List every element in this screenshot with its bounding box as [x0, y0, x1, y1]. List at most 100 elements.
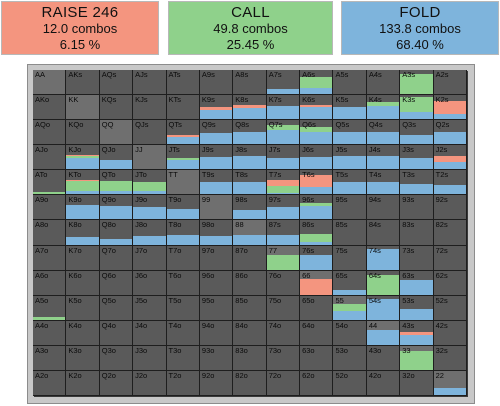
- hand-cell[interactable]: J2s: [433, 145, 467, 171]
- hand-cell[interactable]: 54s: [366, 295, 401, 321]
- hand-cell[interactable]: 88: [233, 220, 267, 246]
- hand-cell[interactable]: T6s: [300, 170, 334, 196]
- hand-cell[interactable]: T2o: [166, 370, 200, 396]
- hand-cell[interactable]: T7s: [266, 170, 301, 196]
- hand-cell[interactable]: QTo: [99, 170, 134, 196]
- hand-cell[interactable]: 97o: [199, 245, 234, 271]
- hand-cell[interactable]: K8o: [66, 220, 100, 246]
- hand-cell[interactable]: KTs: [166, 95, 200, 121]
- hand-cell[interactable]: K3s: [400, 95, 434, 121]
- hand-cell[interactable]: 84o: [233, 320, 267, 346]
- hand-cell[interactable]: 32o: [400, 370, 434, 396]
- hand-cell[interactable]: 87s: [266, 220, 301, 246]
- hand-cell[interactable]: 83o: [233, 345, 267, 371]
- hand-cell[interactable]: T2s: [433, 170, 467, 196]
- hand-cell[interactable]: J7o: [133, 245, 167, 271]
- hand-cell[interactable]: AQs: [99, 70, 134, 96]
- hand-cell[interactable]: 66: [300, 270, 334, 296]
- hand-cell[interactable]: AKs: [66, 70, 100, 96]
- hand-cell[interactable]: AQo: [33, 120, 67, 146]
- hand-cell[interactable]: QJs: [133, 120, 167, 146]
- hand-cell[interactable]: 86o: [233, 270, 267, 296]
- hand-cell[interactable]: T3s: [400, 170, 434, 196]
- hand-cell[interactable]: Q4s: [366, 120, 401, 146]
- hand-cell[interactable]: Q2o: [99, 370, 134, 396]
- hand-cell[interactable]: KTo: [66, 170, 100, 196]
- hand-cell[interactable]: 42o: [366, 370, 401, 396]
- hand-cell[interactable]: K9o: [66, 195, 100, 221]
- hand-cell[interactable]: K7s: [266, 95, 301, 121]
- hand-cell[interactable]: 22: [433, 370, 467, 396]
- hand-cell[interactable]: 86s: [300, 220, 334, 246]
- hand-cell[interactable]: QQ: [99, 120, 134, 146]
- hand-cell[interactable]: 97s: [266, 195, 301, 221]
- hand-cell[interactable]: Q7o: [99, 245, 134, 271]
- hand-cell[interactable]: 42s: [433, 320, 467, 346]
- hand-cell[interactable]: 77: [266, 245, 301, 271]
- hand-cell[interactable]: K8s: [233, 95, 267, 121]
- hand-cell[interactable]: K4s: [366, 95, 401, 121]
- hand-cell[interactable]: 55: [333, 295, 367, 321]
- hand-cell[interactable]: A5o: [33, 295, 67, 321]
- hand-cell[interactable]: K6o: [66, 270, 100, 296]
- hand-cell[interactable]: A2o: [33, 370, 67, 396]
- hand-cell[interactable]: T5o: [166, 295, 200, 321]
- hand-cell[interactable]: 62s: [433, 270, 467, 296]
- hand-cell[interactable]: Q9s: [199, 120, 234, 146]
- hand-cell[interactable]: J6s: [300, 145, 334, 171]
- hand-cell[interactable]: T4o: [166, 320, 200, 346]
- hand-cell[interactable]: 43o: [366, 345, 401, 371]
- hand-cell[interactable]: A5s: [333, 70, 367, 96]
- hand-cell[interactable]: Q5o: [99, 295, 134, 321]
- hand-cell[interactable]: A7o: [33, 245, 67, 271]
- hand-cell[interactable]: Q4o: [99, 320, 134, 346]
- hand-cell[interactable]: 92o: [199, 370, 234, 396]
- hand-cell[interactable]: A9s: [199, 70, 234, 96]
- hand-cell[interactable]: 64s: [366, 270, 401, 296]
- hand-cell[interactable]: QJo: [99, 145, 134, 171]
- hand-cell[interactable]: K2s: [433, 95, 467, 121]
- hand-cell[interactable]: K2o: [66, 370, 100, 396]
- hand-cell[interactable]: 98s: [233, 195, 267, 221]
- hand-cell[interactable]: Q6s: [300, 120, 334, 146]
- hand-cell[interactable]: 95s: [333, 195, 367, 221]
- hand-cell[interactable]: J8s: [233, 145, 267, 171]
- hand-cell[interactable]: 62o: [300, 370, 334, 396]
- hand-cell[interactable]: T9o: [166, 195, 200, 221]
- hand-cell[interactable]: 65s: [333, 270, 367, 296]
- hand-cell[interactable]: T3o: [166, 345, 200, 371]
- hand-cell[interactable]: 96o: [199, 270, 234, 296]
- hand-cell[interactable]: T8s: [233, 170, 267, 196]
- hand-cell[interactable]: Q7s: [266, 120, 301, 146]
- hand-cell[interactable]: K5o: [66, 295, 100, 321]
- hand-cell[interactable]: J4o: [133, 320, 167, 346]
- hand-cell[interactable]: Q8o: [99, 220, 134, 246]
- hand-cell[interactable]: 76o: [266, 270, 301, 296]
- hand-cell[interactable]: Q8s: [233, 120, 267, 146]
- hand-cell[interactable]: JJ: [133, 145, 167, 171]
- hand-cell[interactable]: A3o: [33, 345, 67, 371]
- hand-cell[interactable]: Q2s: [433, 120, 467, 146]
- hand-cell[interactable]: 84s: [366, 220, 401, 246]
- hand-cell[interactable]: 75o: [266, 295, 301, 321]
- hand-cell[interactable]: 65o: [300, 295, 334, 321]
- hand-cell[interactable]: J4s: [366, 145, 401, 171]
- hand-cell[interactable]: KQo: [66, 120, 100, 146]
- hand-cell[interactable]: 93s: [400, 195, 434, 221]
- hand-cell[interactable]: J9s: [199, 145, 234, 171]
- hand-cell[interactable]: A4o: [33, 320, 67, 346]
- hand-cell[interactable]: 83s: [400, 220, 434, 246]
- hand-cell[interactable]: K6s: [300, 95, 334, 121]
- hand-cell[interactable]: J7s: [266, 145, 301, 171]
- hand-cell[interactable]: K7o: [66, 245, 100, 271]
- hand-cell[interactable]: A7s: [266, 70, 301, 96]
- hand-cell[interactable]: A2s: [433, 70, 467, 96]
- hand-cell[interactable]: A8o: [33, 220, 67, 246]
- hand-cell[interactable]: 63s: [400, 270, 434, 296]
- hand-cell[interactable]: J3s: [400, 145, 434, 171]
- hand-cell[interactable]: Q9o: [99, 195, 134, 221]
- hand-cell[interactable]: T4s: [366, 170, 401, 196]
- hand-cell[interactable]: K9s: [199, 95, 234, 121]
- hand-cell[interactable]: 44: [366, 320, 401, 346]
- hand-cell[interactable]: 52s: [433, 295, 467, 321]
